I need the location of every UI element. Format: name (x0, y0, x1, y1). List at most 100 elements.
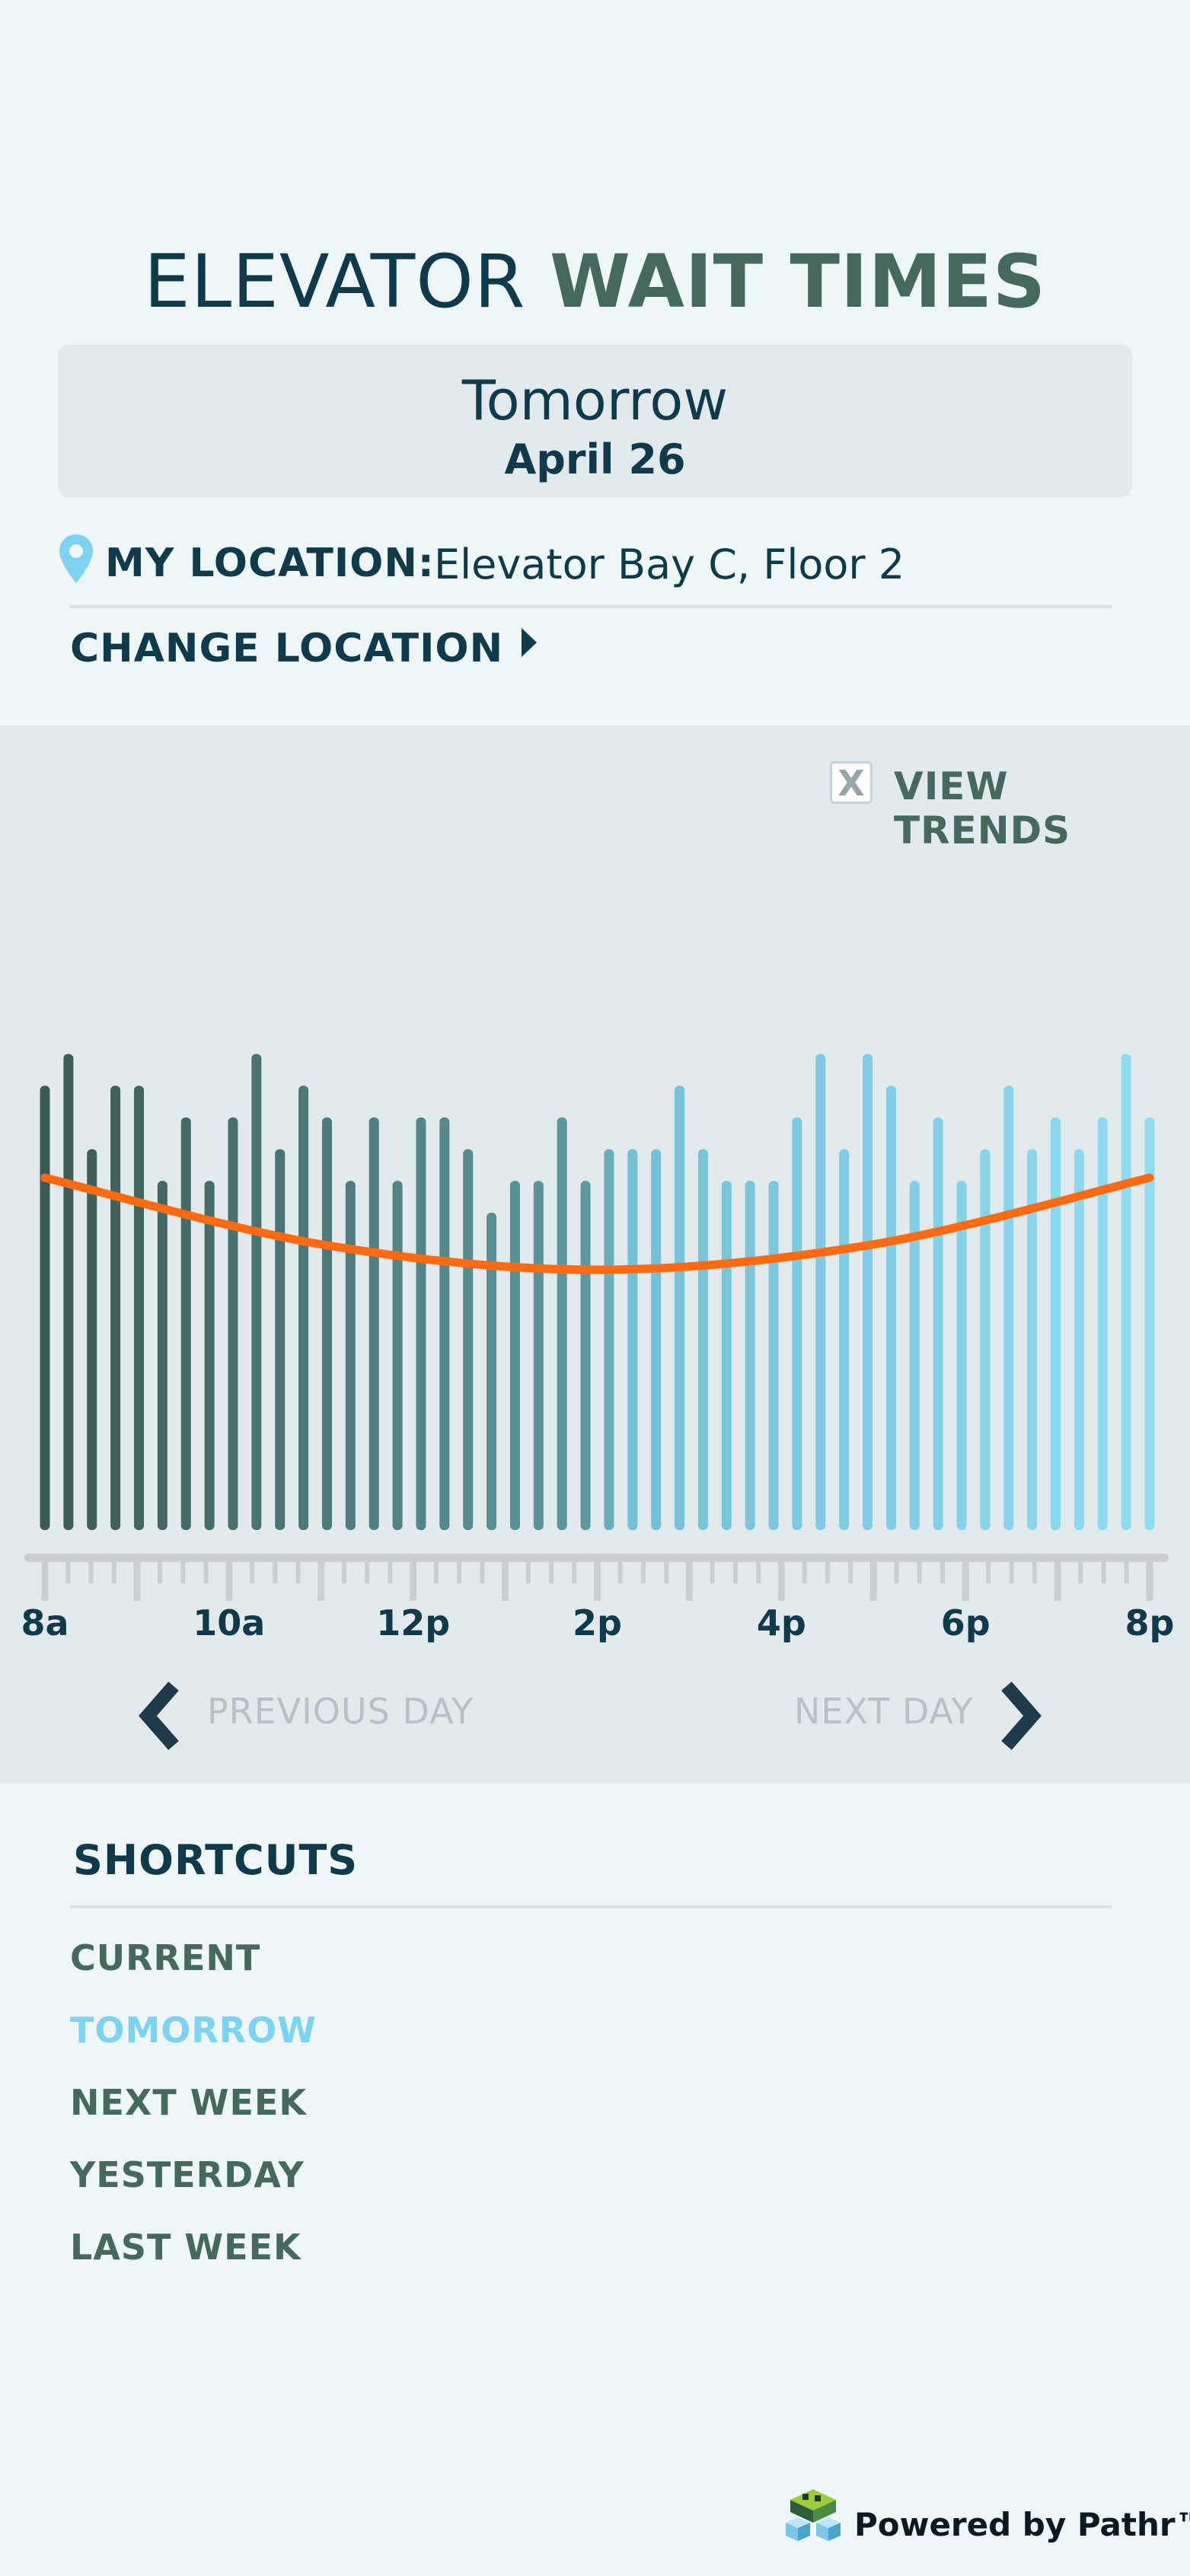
axis-minor-tick (940, 1559, 945, 1583)
chart-bar (697, 1149, 708, 1530)
axis-minor-tick (848, 1559, 853, 1583)
trends-checkbox[interactable]: X (830, 761, 873, 804)
axis-minor-tick (986, 1559, 991, 1583)
shortcut-tomorrow[interactable]: TOMORROW (70, 2010, 317, 2051)
day-label: Tomorrow (461, 368, 729, 432)
chart-bar (368, 1117, 379, 1530)
chart-bar (956, 1181, 967, 1530)
shortcut-yesterday[interactable]: YESTERDAY (70, 2154, 305, 2195)
chart-bar (675, 1086, 685, 1530)
chart-bar (321, 1117, 332, 1530)
axis-minor-tick (802, 1559, 807, 1583)
axis-major-tick (410, 1559, 417, 1601)
chart-bar (40, 1086, 50, 1530)
axis-major-tick (225, 1559, 233, 1601)
axis-major-tick (502, 1559, 509, 1601)
tick-label: 10a (193, 1602, 265, 1643)
axis-major-tick (869, 1559, 877, 1601)
chart-bar (768, 1181, 779, 1530)
chart-bar (839, 1149, 850, 1530)
shortcut-next-week[interactable]: NEXT WEEK (70, 2082, 308, 2123)
axis-minor-tick (1032, 1559, 1037, 1583)
axis-minor-tick (1101, 1559, 1106, 1583)
chart-bar (933, 1117, 943, 1530)
chart-bar (1074, 1149, 1084, 1530)
view-trends-label: VIEW TRENDS (894, 764, 1071, 853)
date-label: April 26 (504, 435, 686, 483)
chart-bar (463, 1149, 474, 1530)
shortcut-last-week[interactable]: LAST WEEK (70, 2227, 301, 2268)
chevron-left-icon (139, 1682, 179, 1750)
chart-bar (1051, 1117, 1061, 1530)
chart-panel (0, 725, 1190, 1784)
chevron-right-icon (1001, 1682, 1042, 1750)
chart-bar (533, 1181, 544, 1530)
tick-label: 8p (1125, 1602, 1175, 1643)
chart-bar (63, 1054, 74, 1530)
caret-right-icon (522, 628, 538, 657)
title-light: ELEVATOR (144, 239, 526, 324)
view-trends-toggle[interactable]: X VIEW TRENDS (830, 761, 1165, 853)
chart-bar (815, 1054, 826, 1530)
chart-bar (863, 1054, 873, 1530)
axis-minor-tick (365, 1559, 370, 1583)
chart-bar (745, 1181, 755, 1530)
axis-minor-tick (273, 1559, 278, 1583)
shortcuts-title: SHORTCUTS (73, 1836, 359, 1884)
chart-bar (557, 1117, 567, 1530)
powered-by-label: Powered by Pathr™ (854, 2506, 1190, 2543)
chart-bar (487, 1213, 497, 1530)
divider (70, 1905, 1112, 1908)
chart-bar (721, 1181, 732, 1530)
bars-group (40, 1054, 1155, 1530)
shortcut-current[interactable]: CURRENT (70, 1937, 261, 1978)
axis-major-tick (133, 1559, 141, 1601)
chart-bar (345, 1181, 356, 1530)
axis-minor-tick (732, 1559, 738, 1583)
x-axis (24, 1554, 1169, 1601)
previous-day-label: PREVIOUS DAY (207, 1691, 474, 1732)
chart-bar (392, 1181, 403, 1530)
axis-major-tick (594, 1559, 601, 1601)
chart-bar (792, 1117, 802, 1530)
axis-major-tick (685, 1559, 693, 1601)
axis-minor-tick (341, 1559, 346, 1583)
axis-minor-tick (525, 1559, 531, 1583)
previous-day-button[interactable]: PREVIOUS DAY (137, 1677, 487, 1750)
next-day-label: NEXT DAY (794, 1691, 974, 1732)
axis-minor-tick (250, 1559, 255, 1583)
axis-minor-tick (917, 1559, 922, 1583)
tick-label: 12p (376, 1602, 450, 1643)
next-day-button[interactable]: NEXT DAY (792, 1677, 1051, 1750)
axis-minor-tick (433, 1559, 439, 1583)
chart-bar (580, 1181, 591, 1530)
axis-minor-tick (65, 1559, 71, 1583)
axis-minor-tick (1124, 1559, 1129, 1583)
chart-bar (509, 1181, 520, 1530)
chart-bar (87, 1149, 97, 1530)
chart-bar (1027, 1149, 1038, 1530)
chart-bar (228, 1117, 238, 1530)
wait-time-chart: 8a 10a 12p 2p 4p 6p 8p (21, 1054, 1174, 1643)
chart-bar (1003, 1086, 1014, 1530)
chart-bar (604, 1149, 614, 1530)
my-location: MY LOCATION: Elevator Bay C, Floor 2 (58, 533, 1139, 594)
chart-bar (980, 1149, 991, 1530)
axis-line (24, 1554, 1169, 1562)
change-location-link[interactable]: CHANGE LOCATION (70, 626, 538, 671)
chart-bar (157, 1181, 167, 1530)
axis-minor-tick (664, 1559, 669, 1583)
axis-minor-tick (825, 1559, 830, 1583)
chart-bar (1121, 1054, 1131, 1530)
tick-label: 2p (573, 1602, 622, 1643)
chart-bar (275, 1149, 286, 1530)
axis-minor-tick (894, 1559, 899, 1583)
chart-bar (110, 1086, 121, 1530)
axis-major-tick (1054, 1559, 1061, 1601)
title-bold: WAIT TIMES (550, 239, 1046, 324)
axis-minor-tick (180, 1559, 186, 1583)
axis-minor-tick (640, 1559, 646, 1583)
axis-minor-tick (617, 1559, 623, 1583)
chart-bar (298, 1086, 309, 1530)
tick-labels: 8a 10a 12p 2p 4p 6p 8p (21, 1602, 1174, 1643)
